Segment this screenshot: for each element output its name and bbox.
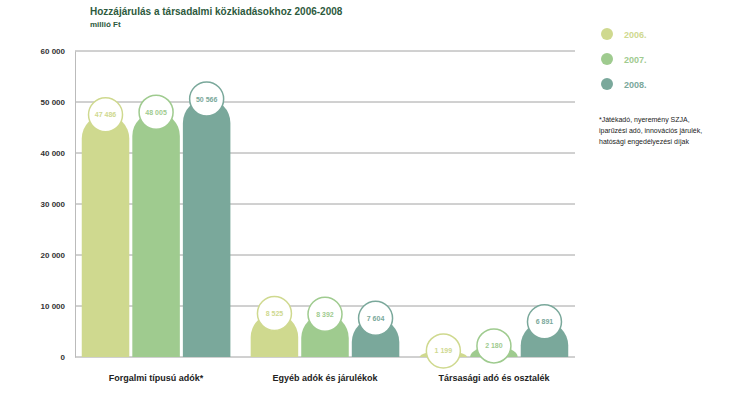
legend-label: 2007. — [624, 55, 647, 65]
legend-swatch — [601, 28, 613, 40]
y-axis: 0 10 000 20 000 30 000 40 000 50 000 60 000 — [41, 47, 76, 362]
legend-swatch — [601, 53, 613, 65]
bar — [82, 115, 130, 357]
data-label-badge — [359, 301, 393, 335]
data-label: 47 486 — [95, 111, 117, 118]
legend-label: 2006. — [624, 30, 647, 40]
bar — [132, 112, 180, 357]
data-label-badge — [139, 95, 173, 129]
y-tick: 0 — [61, 353, 75, 362]
data-label-badge — [477, 329, 511, 363]
y-tick-label: 0 — [61, 353, 66, 362]
data-label: 7 604 — [367, 315, 385, 322]
data-label: 8 525 — [266, 310, 284, 317]
y-tick-label: 10 000 — [41, 302, 66, 311]
bars — [82, 99, 568, 357]
y-tick: 20 000 — [41, 251, 75, 260]
y-tick: 50 000 — [41, 98, 75, 107]
y-tick: 60 000 — [41, 47, 75, 56]
data-label-badge — [308, 297, 342, 331]
title: Hozzájárulás a társadalmi közkiadásokhoz… — [90, 6, 343, 17]
y-tick-label: 30 000 — [41, 200, 66, 209]
data-label: 8 392 — [316, 311, 334, 318]
x-axis: Forgalmi típusú adók* Egyéb adók és járul… — [109, 357, 551, 383]
y-tick: 10 000 — [41, 302, 75, 311]
grid — [75, 51, 575, 357]
bar — [183, 99, 231, 357]
data-label: 1 199 — [435, 347, 453, 354]
x-tick-label: Forgalmi típusú adók* — [109, 373, 204, 383]
legend-label: 2008. — [624, 80, 647, 90]
x-tick: Forgalmi típusú adók* — [109, 357, 204, 383]
x-tick-label: Egyéb adók és járulékok — [272, 373, 378, 383]
data-label: 50 566 — [196, 96, 218, 103]
y-tick-label: 20 000 — [41, 251, 66, 260]
y-tick-label: 60 000 — [41, 47, 66, 56]
data-label-badge — [257, 297, 291, 331]
y-axis-line — [75, 52, 76, 358]
footnote-line: hatósági engedélyezési díjak — [599, 138, 689, 146]
legend: 2006. 2007. 2008. — [601, 28, 647, 90]
footnote-line: *Játékadó, nyeremény SZJA, — [599, 116, 690, 124]
chart: Hozzájárulás a társadalmi közkiadásokhoz… — [0, 0, 738, 403]
data-label: 48 005 — [145, 109, 167, 116]
data-label-badge — [527, 305, 561, 339]
footnote: *Játékadó, nyeremény SZJA, iparűzési adó,… — [599, 116, 702, 146]
grid-line — [75, 51, 575, 52]
y-tick-label: 50 000 — [41, 98, 66, 107]
data-labels: 47 486 8 525 1 199 48 005 8 392 2 180 50 566 7 … — [89, 82, 562, 368]
subtitle: millió Ft — [90, 20, 121, 29]
y-tick: 30 000 — [41, 200, 75, 209]
data-label-badge — [89, 98, 123, 132]
legend-swatch — [601, 78, 613, 90]
y-tick-label: 40 000 — [41, 149, 66, 158]
data-label-badge — [426, 334, 460, 368]
x-tick-label: Társasági adó és osztalék — [438, 373, 550, 383]
data-label: 6 891 — [536, 318, 554, 325]
data-label: 2 180 — [485, 342, 503, 349]
y-tick: 40 000 — [41, 149, 75, 158]
data-label-badge — [190, 82, 224, 116]
x-tick: Egyéb adók és járulékok — [272, 357, 378, 383]
footnote-line: iparűzési adó, innovációs járulék, — [599, 127, 702, 135]
